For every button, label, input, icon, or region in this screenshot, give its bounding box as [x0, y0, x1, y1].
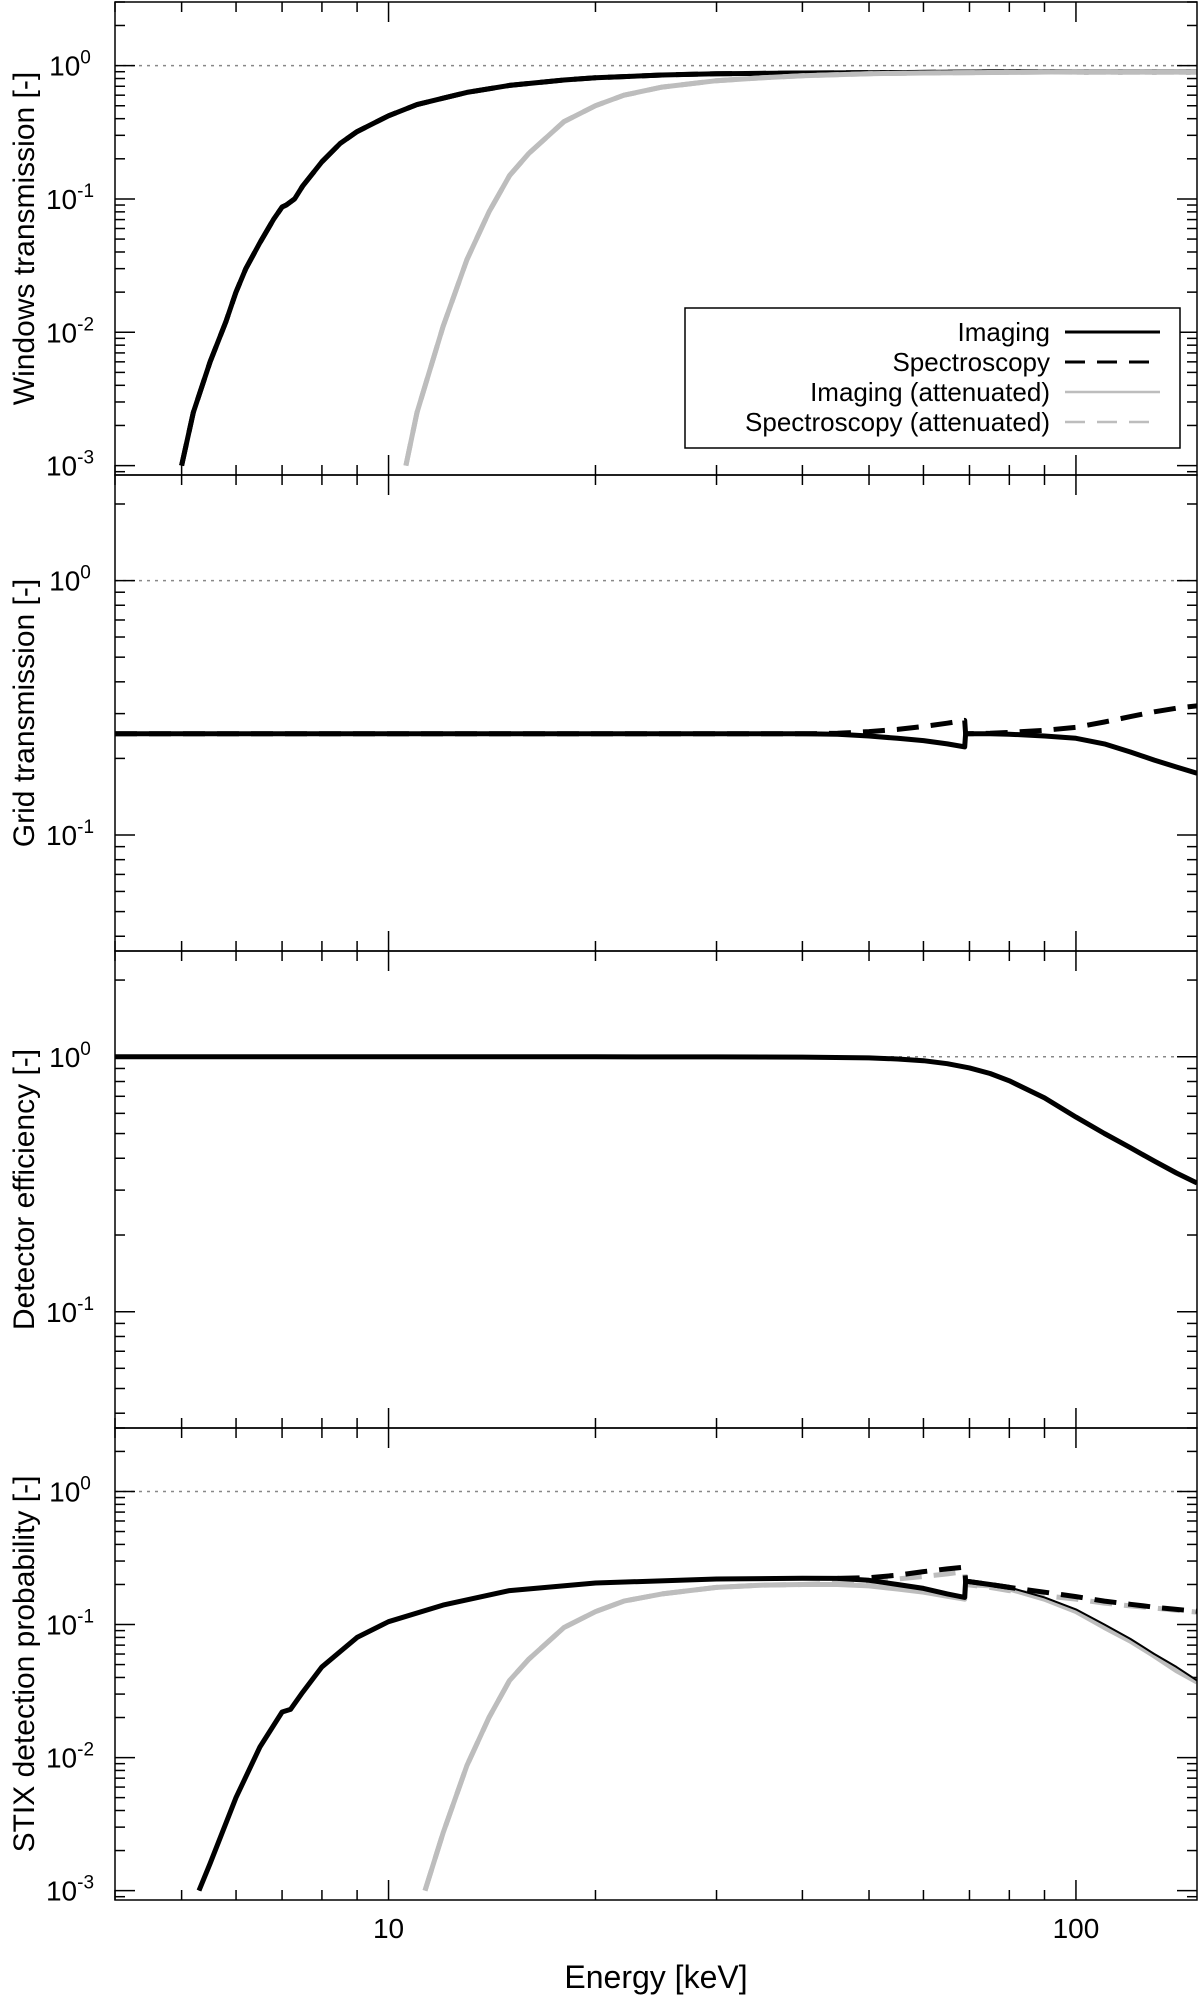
y-tick-label: 100	[49, 48, 91, 82]
series-line	[198, 1577, 1197, 1891]
y-tick-label: 10-3	[46, 1873, 94, 1907]
x-tick-label: 10	[373, 1913, 404, 1944]
plot-frame	[114, 1427, 1198, 1901]
legend-label: Spectroscopy (attenuated)	[745, 407, 1050, 437]
legend-label: Spectroscopy	[892, 347, 1050, 377]
plot-frame	[114, 474, 1198, 952]
series-line	[179, 69, 1197, 467]
y-axis-label: STIX detection probability [-]	[8, 1476, 41, 1853]
y-axis-label: Detector efficiency [-]	[8, 1049, 41, 1330]
x-axis-label: Energy [keV]	[564, 1959, 747, 1995]
y-axis-label: Grid transmission [-]	[8, 579, 41, 847]
x-tick-label: 100	[1053, 1913, 1100, 1944]
series-line	[837, 1564, 1197, 1614]
series-line	[115, 703, 1197, 737]
series-line	[422, 1569, 1197, 1892]
y-tick-label: 100	[49, 1039, 91, 1073]
legend-label: Imaging (attenuated)	[810, 377, 1050, 407]
y-tick-label: 100	[49, 563, 91, 597]
y-axis-label: Windows transmission [-]	[8, 72, 41, 405]
y-tick-label: 10-1	[46, 1607, 94, 1641]
y-tick-label: 10-1	[46, 181, 94, 215]
legend-label: Imaging	[958, 317, 1051, 347]
y-tick-label: 10-1	[46, 1294, 94, 1328]
y-tick-label: 10-3	[46, 448, 94, 482]
y-tick-label: 10-2	[46, 1740, 94, 1774]
y-tick-label: 100	[49, 1473, 91, 1507]
y-tick-label: 10-1	[46, 817, 94, 851]
plot-frame	[114, 950, 1198, 1429]
series-line	[196, 1575, 1010, 1892]
series-line	[422, 1582, 1197, 1892]
series-line	[115, 1054, 1197, 1186]
y-tick-label: 10-2	[46, 314, 94, 348]
windows-transmission-panel: 100 10-1 10-2 10-3 Windows transmission [-]	[8, 1, 1198, 482]
series-line	[115, 731, 1197, 776]
series-line	[403, 69, 1197, 467]
